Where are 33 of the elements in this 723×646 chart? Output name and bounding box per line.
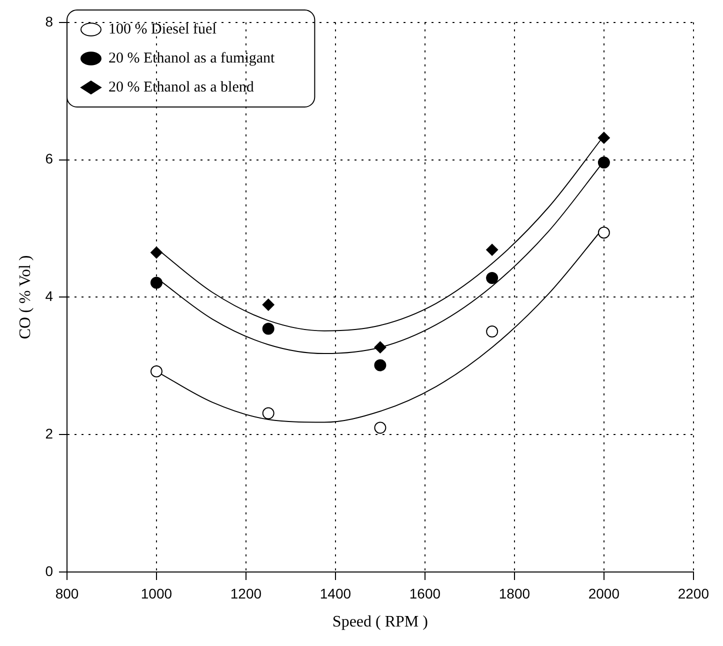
point — [598, 132, 610, 144]
x-tick-label: 800 — [55, 585, 79, 602]
point — [598, 156, 610, 169]
point — [374, 359, 386, 372]
point — [486, 244, 498, 256]
x-tick-label: 1400 — [320, 585, 352, 602]
y-tick-label: 4 — [45, 288, 54, 304]
point — [262, 298, 274, 311]
y-tick-label: 2 — [45, 425, 54, 442]
y-tick-label: 8 — [45, 13, 54, 30]
legend-label: 20 % Ethanol as a fumigant — [108, 50, 276, 66]
y-tick-label: 0 — [45, 562, 54, 579]
point — [262, 407, 274, 420]
point — [486, 326, 498, 338]
x-tick-label: 1800 — [498, 585, 530, 602]
point — [598, 226, 610, 239]
x-tick-label: 1600 — [409, 585, 441, 602]
x-tick-label: 2000 — [588, 585, 620, 602]
x-tick-label: 1200 — [230, 585, 262, 602]
y-axis-title: CO ( % Vol ) — [16, 255, 34, 340]
point — [150, 276, 162, 289]
point — [150, 246, 162, 259]
point — [486, 272, 498, 284]
point — [262, 322, 274, 335]
y-tick-label: 6 — [45, 150, 54, 167]
x-tick-label: 1000 — [140, 585, 172, 602]
x-axis-title: Speed ( RPM ) — [332, 614, 428, 631]
point — [150, 365, 162, 378]
point — [374, 422, 386, 434]
point — [374, 341, 386, 354]
legend-label: 20 % Ethanol as a blend — [108, 79, 254, 96]
x-tick-label: 2200 — [678, 585, 710, 602]
legend-label: 100 % Diesel fuel — [108, 21, 216, 38]
